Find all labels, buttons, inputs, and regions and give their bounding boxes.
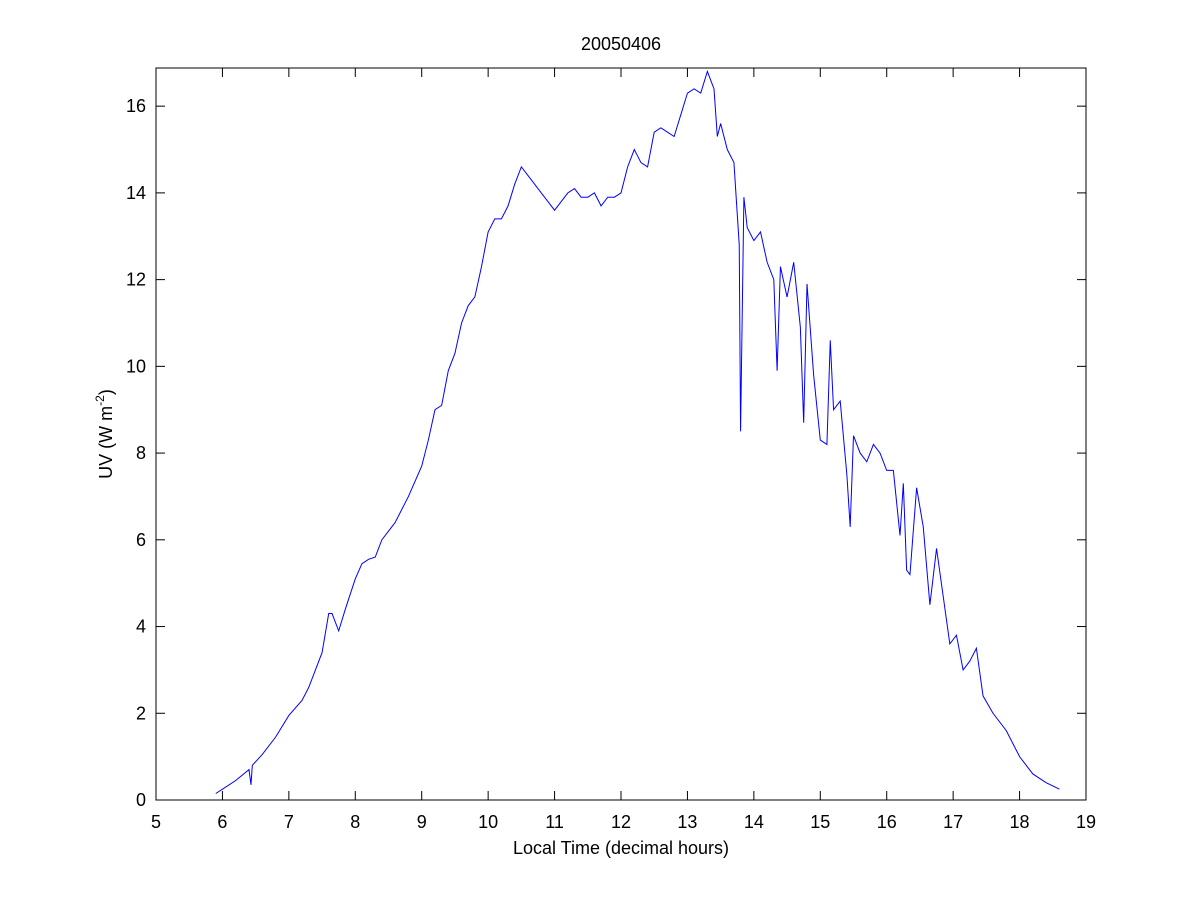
y-tick-label: 16 (126, 96, 146, 116)
y-tick-label: 0 (136, 790, 146, 810)
x-tick-label: 12 (611, 812, 631, 832)
y-tick-label: 6 (136, 530, 146, 550)
x-axis-label: Local Time (decimal hours) (513, 838, 729, 858)
y-label-sup: -2 (93, 395, 107, 406)
x-tick-label: 5 (151, 812, 161, 832)
plot-area (155, 67, 1087, 801)
x-tick-label: 17 (943, 812, 963, 832)
x-tick-label: 19 (1076, 812, 1096, 832)
x-tick-label: 9 (417, 812, 427, 832)
x-tick-label: 10 (478, 812, 498, 832)
y-tick-label: 12 (126, 270, 146, 290)
x-tick-label: 14 (744, 812, 764, 832)
y-tick-label: 2 (136, 703, 146, 723)
x-tick-label: 13 (677, 812, 697, 832)
x-tick-label: 7 (284, 812, 294, 832)
y-tick-label: 4 (136, 617, 146, 637)
x-tick-label: 18 (1010, 812, 1030, 832)
y-tick-label: 14 (126, 183, 146, 203)
x-tick-label: 11 (545, 812, 564, 832)
x-tick-label: 16 (877, 812, 897, 832)
x-tick-label: 15 (810, 812, 830, 832)
x-tick-label: 6 (217, 812, 227, 832)
y-axis-label: UV (W m-2) (93, 389, 116, 479)
y-label-end: ) (96, 389, 116, 395)
y-tick-label: 10 (126, 356, 146, 376)
chart-title: 20050406 (581, 34, 661, 54)
x-tick-label: 8 (350, 812, 360, 832)
data-line (215, 69, 1060, 794)
y-tick-label: 8 (136, 443, 146, 463)
y-label-main: UV (W m (96, 406, 116, 479)
